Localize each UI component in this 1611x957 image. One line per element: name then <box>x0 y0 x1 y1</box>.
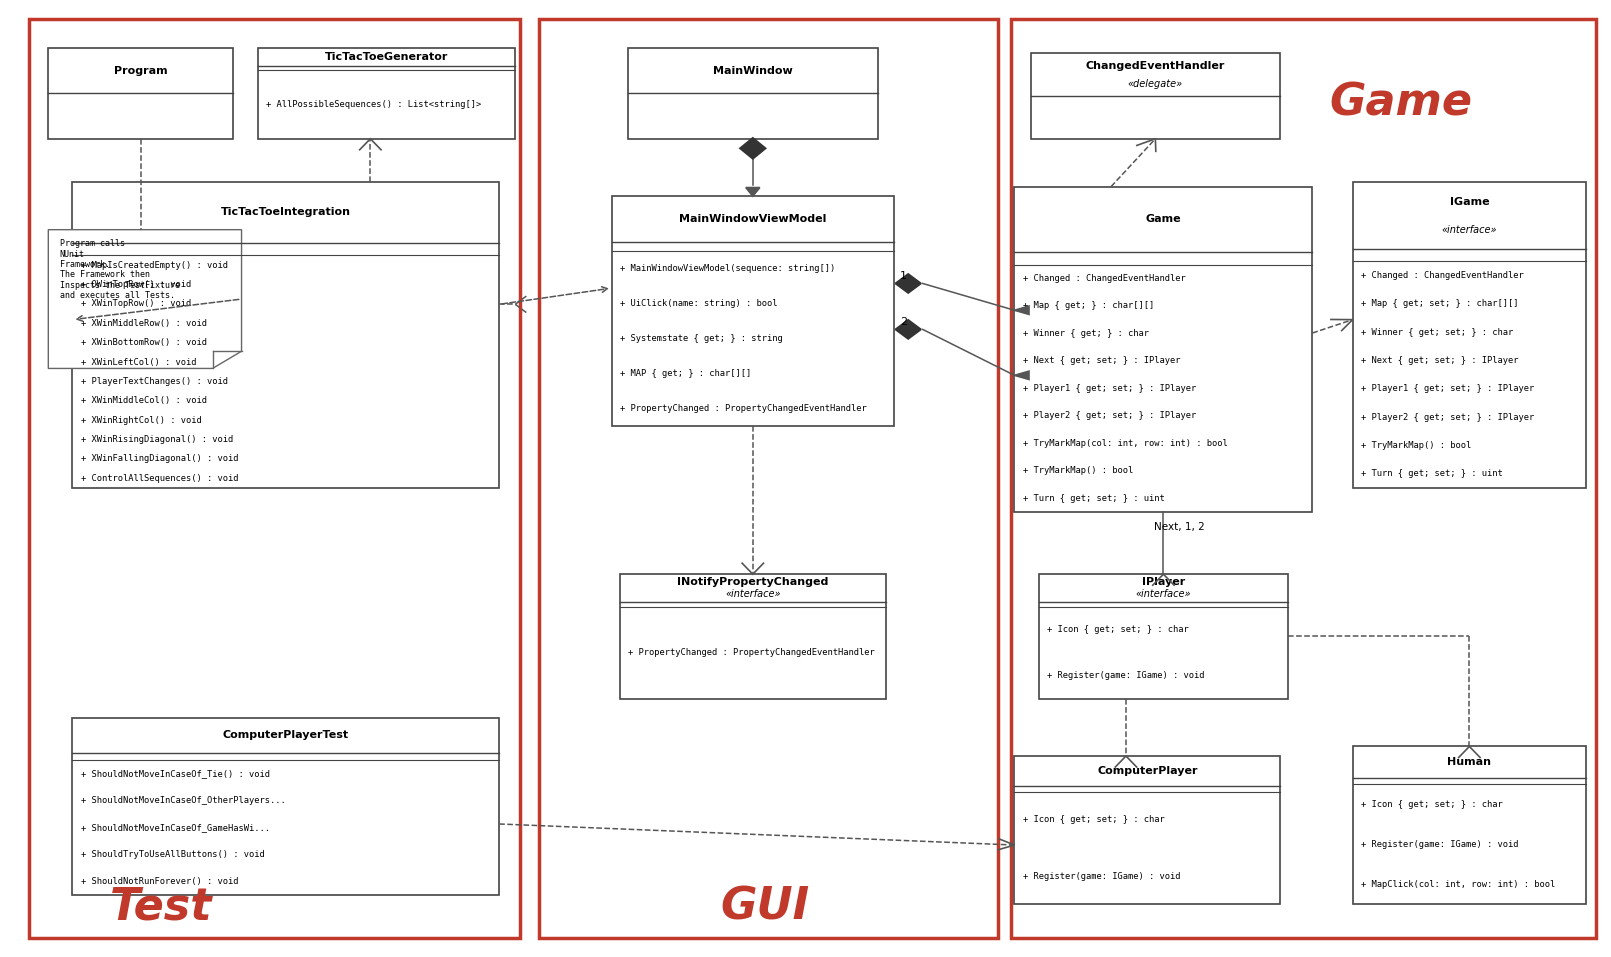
Text: + Player1 { get; set; } : IPlayer: + Player1 { get; set; } : IPlayer <box>1361 385 1534 393</box>
Text: «interface»: «interface» <box>1136 589 1191 599</box>
Text: + Map { get; } : char[][]: + Map { get; } : char[][] <box>1023 301 1153 310</box>
Text: + XWinRisingDiagonal() : void: + XWinRisingDiagonal() : void <box>81 435 232 444</box>
Text: + Next { get; set; } : IPlayer: + Next { get; set; } : IPlayer <box>1361 356 1518 366</box>
Text: + PropertyChanged : PropertyChangedEventHandler: + PropertyChanged : PropertyChangedEvent… <box>620 404 867 412</box>
Bar <box>540 19 999 938</box>
Text: + ShouldNotMoveInCaseOf_Tie() : void: + ShouldNotMoveInCaseOf_Tie() : void <box>81 769 269 778</box>
Text: IPlayer: IPlayer <box>1142 577 1186 588</box>
Text: + Changed : ChangedEventHandler: + Changed : ChangedEventHandler <box>1361 271 1524 280</box>
Text: + UiClick(name: string) : bool: + UiClick(name: string) : bool <box>620 300 778 308</box>
Text: + Icon { get; set; } : char: + Icon { get; set; } : char <box>1023 815 1165 824</box>
Text: INotifyPropertyChanged: INotifyPropertyChanged <box>677 577 828 588</box>
Text: + TryMarkMap() : bool: + TryMarkMap() : bool <box>1361 441 1471 450</box>
Text: + XWinTopRow() : void: + XWinTopRow() : void <box>81 300 190 308</box>
Text: + Changed : ChangedEventHandler: + Changed : ChangedEventHandler <box>1023 274 1186 283</box>
Text: + Register(game: IGame) : void: + Register(game: IGame) : void <box>1047 671 1203 680</box>
Text: + MapIsCreatedEmpty() : void: + MapIsCreatedEmpty() : void <box>81 260 227 270</box>
Text: + ControlAllSequences() : void: + ControlAllSequences() : void <box>81 474 238 483</box>
Bar <box>1015 187 1313 512</box>
Text: ChangedEventHandler: ChangedEventHandler <box>1086 60 1224 71</box>
Text: ComputerPlayerTest: ComputerPlayerTest <box>222 730 350 741</box>
Polygon shape <box>896 274 921 293</box>
Bar <box>72 718 499 895</box>
Polygon shape <box>1015 306 1029 315</box>
Text: «interface»: «interface» <box>725 589 781 599</box>
Text: + PlayerTextChanges() : void: + PlayerTextChanges() : void <box>81 377 227 386</box>
Text: + TryMarkMap() : bool: + TryMarkMap() : bool <box>1023 466 1133 476</box>
Text: + XWinRightCol() : void: + XWinRightCol() : void <box>81 415 201 425</box>
Text: + XWinMiddleRow() : void: + XWinMiddleRow() : void <box>81 319 206 327</box>
Text: + Winner { get; } : char: + Winner { get; } : char <box>1023 329 1149 338</box>
Text: Test: Test <box>110 885 213 928</box>
Bar <box>1353 746 1587 904</box>
Text: + XWinBottomRow() : void: + XWinBottomRow() : void <box>81 338 206 347</box>
Text: TicTacToeIntegration: TicTacToeIntegration <box>221 208 351 217</box>
Bar <box>1031 53 1281 139</box>
Text: + ShouldNotMoveInCaseOf_GameHasWi...: + ShouldNotMoveInCaseOf_GameHasWi... <box>81 823 269 832</box>
Text: Next, 1, 2: Next, 1, 2 <box>1153 522 1205 531</box>
Text: «delegate»: «delegate» <box>1128 78 1182 89</box>
Text: + ShouldNotRunForever() : void: + ShouldNotRunForever() : void <box>81 877 238 886</box>
Text: MainWindow: MainWindow <box>714 66 793 76</box>
Bar <box>48 48 234 139</box>
Text: + ShouldTryToUseAllButtons() : void: + ShouldTryToUseAllButtons() : void <box>81 850 264 859</box>
Text: + TryMarkMap(col: int, row: int) : bool: + TryMarkMap(col: int, row: int) : bool <box>1023 439 1228 448</box>
Text: + XWinFallingDiagonal() : void: + XWinFallingDiagonal() : void <box>81 455 238 463</box>
Polygon shape <box>746 188 760 196</box>
Text: TicTacToeGenerator: TicTacToeGenerator <box>325 52 448 62</box>
Text: + AllPossibleSequences() : List<string[]>: + AllPossibleSequences() : List<string[]… <box>266 100 482 109</box>
Text: + Turn { get; set; } : uint: + Turn { get; set; } : uint <box>1023 494 1165 502</box>
Text: Game: Game <box>1329 81 1472 124</box>
Text: + Register(game: IGame) : void: + Register(game: IGame) : void <box>1361 840 1518 849</box>
Text: + PropertyChanged : PropertyChangedEventHandler: + PropertyChanged : PropertyChangedEvent… <box>628 648 875 657</box>
Text: + Icon { get; set; } : char: + Icon { get; set; } : char <box>1047 625 1189 634</box>
Text: Game: Game <box>1145 214 1181 224</box>
Text: + Map { get; set; } : char[][]: + Map { get; set; } : char[][] <box>1361 300 1518 308</box>
Text: + MainWindowViewModel(sequence: string[]): + MainWindowViewModel(sequence: string[]… <box>620 264 834 274</box>
Polygon shape <box>739 138 765 159</box>
Bar <box>1353 182 1587 488</box>
Text: + Player1 { get; set; } : IPlayer: + Player1 { get; set; } : IPlayer <box>1023 384 1195 393</box>
Text: ComputerPlayer: ComputerPlayer <box>1097 766 1197 776</box>
Text: + ShouldNotMoveInCaseOf_OtherPlayers...: + ShouldNotMoveInCaseOf_OtherPlayers... <box>81 796 285 805</box>
Text: + Turn { get; set; } : uint: + Turn { get; set; } : uint <box>1361 469 1503 478</box>
Text: + XWinMiddleCol() : void: + XWinMiddleCol() : void <box>81 396 206 406</box>
Bar <box>628 48 878 139</box>
Text: «interface»: «interface» <box>1442 225 1497 235</box>
Text: + Player2 { get; set; } : IPlayer: + Player2 { get; set; } : IPlayer <box>1023 412 1195 420</box>
Text: + Player2 { get; set; } : IPlayer: + Player2 { get; set; } : IPlayer <box>1361 412 1534 422</box>
Polygon shape <box>896 320 921 339</box>
Text: + Icon { get; set; } : char: + Icon { get; set; } : char <box>1361 800 1503 809</box>
Text: MainWindowViewModel: MainWindowViewModel <box>680 214 826 224</box>
Bar <box>620 574 886 699</box>
Bar <box>72 182 499 488</box>
Bar <box>1039 574 1289 699</box>
Text: 2: 2 <box>901 317 907 326</box>
Text: Human: Human <box>1447 757 1492 768</box>
Text: + Winner { get; set; } : char: + Winner { get; set; } : char <box>1361 327 1513 337</box>
Text: + MapClick(col: int, row: int) : bool: + MapClick(col: int, row: int) : bool <box>1361 879 1555 889</box>
Text: IGame: IGame <box>1450 197 1489 207</box>
Text: + Systemstate { get; } : string: + Systemstate { get; } : string <box>620 334 783 344</box>
Text: Program: Program <box>114 66 168 76</box>
Bar <box>612 196 894 426</box>
Text: 1: 1 <box>901 271 907 280</box>
Text: + Next { get; set; } : IPlayer: + Next { get; set; } : IPlayer <box>1023 356 1179 366</box>
Text: + MAP { get; } : char[][]: + MAP { get; } : char[][] <box>620 369 751 378</box>
Bar <box>258 48 516 139</box>
Text: + OWinTopRow() : void: + OWinTopRow() : void <box>81 279 190 289</box>
Polygon shape <box>1015 371 1029 380</box>
Text: + Register(game: IGame) : void: + Register(game: IGame) : void <box>1023 872 1179 880</box>
Text: + XWinLeftCol() : void: + XWinLeftCol() : void <box>81 358 197 367</box>
Bar <box>29 19 520 938</box>
Polygon shape <box>48 230 242 368</box>
Text: GUI: GUI <box>720 885 809 928</box>
Bar <box>1015 756 1281 904</box>
Text: Program calls
NUnit
Framework.
The Framework then
Inspects the TestFixture
and e: Program calls NUnit Framework. The Frame… <box>60 239 179 300</box>
Bar <box>1012 19 1597 938</box>
